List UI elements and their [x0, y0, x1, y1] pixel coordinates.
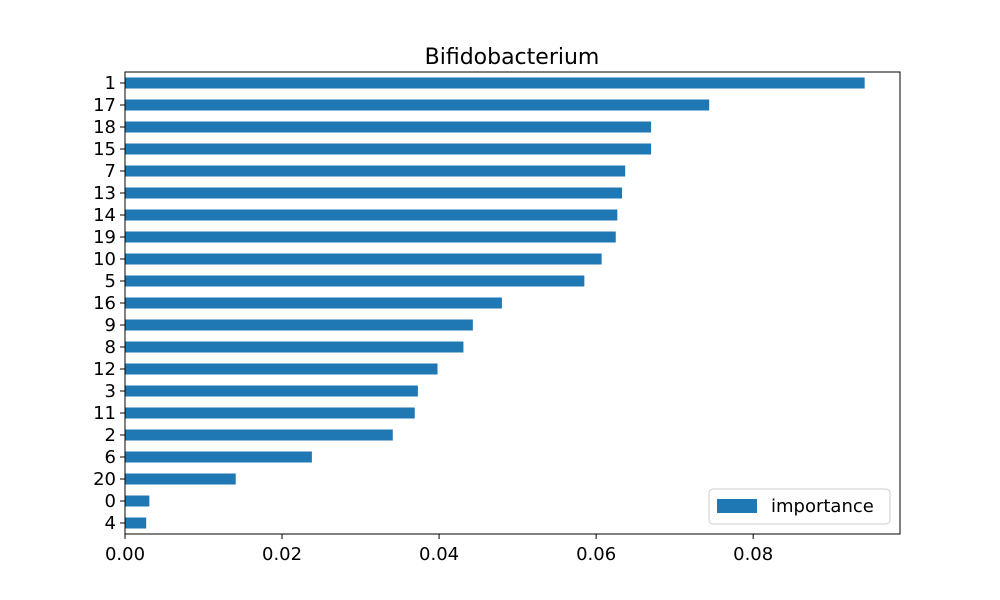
y-tick-label: 2 [105, 425, 116, 446]
bar-19 [125, 231, 616, 243]
legend-swatch [717, 499, 757, 513]
y-tick-label: 16 [93, 293, 116, 314]
y-tick-label: 13 [93, 183, 116, 204]
bar-15 [125, 143, 652, 155]
bar-9 [125, 319, 473, 331]
chart-title: Bifidobacterium [425, 45, 600, 70]
y-tick-label: 3 [105, 381, 116, 402]
bar-3 [125, 385, 418, 397]
x-axis-ticks: 0.00 0.02 0.04 0.06 0.08 [105, 534, 773, 565]
y-tick-label: 19 [93, 227, 116, 248]
bar-0 [125, 495, 150, 507]
bars-group [125, 77, 865, 529]
legend: importance [708, 488, 891, 525]
bar-1 [125, 77, 865, 89]
y-tick-label: 8 [105, 337, 116, 358]
bar-4 [125, 517, 147, 529]
y-tick-label: 0 [105, 491, 116, 512]
y-tick-label: 10 [93, 249, 116, 270]
legend-label: importance [771, 496, 874, 517]
y-tick-label: 4 [105, 513, 116, 534]
legend-box [708, 488, 891, 525]
y-tick-label: 17 [93, 95, 116, 116]
bar-10 [125, 253, 602, 265]
y-tick-label: 12 [93, 359, 116, 380]
y-tick-label: 15 [93, 139, 116, 160]
bar-7 [125, 165, 626, 177]
bar-12 [125, 363, 438, 375]
bar-6 [125, 451, 312, 463]
x-tick-label: 0.04 [419, 544, 459, 565]
bar-11 [125, 407, 415, 419]
x-tick-label: 0.02 [262, 544, 302, 565]
bar-16 [125, 297, 502, 309]
y-tick-label: 1 [105, 73, 116, 94]
y-tick-label: 18 [93, 117, 116, 138]
bar-8 [125, 341, 464, 353]
bar-2 [125, 429, 393, 441]
bar-20 [125, 473, 236, 485]
y-tick-label: 14 [93, 205, 116, 226]
x-tick-label: 0.00 [105, 544, 145, 565]
y-tick-label: 20 [93, 469, 116, 490]
x-tick-label: 0.08 [733, 544, 773, 565]
y-tick-label: 5 [105, 271, 116, 292]
y-tick-label: 7 [105, 161, 116, 182]
bar-13 [125, 187, 623, 199]
bar-5 [125, 275, 585, 287]
bar-18 [125, 121, 652, 133]
y-tick-label: 6 [105, 447, 116, 468]
plot-frame [124, 71, 901, 535]
bar-14 [125, 209, 618, 221]
y-tick-label: 9 [105, 315, 116, 336]
x-tick-label: 0.06 [576, 544, 616, 565]
y-tick-label: 11 [93, 403, 116, 424]
bar-17 [125, 99, 710, 111]
